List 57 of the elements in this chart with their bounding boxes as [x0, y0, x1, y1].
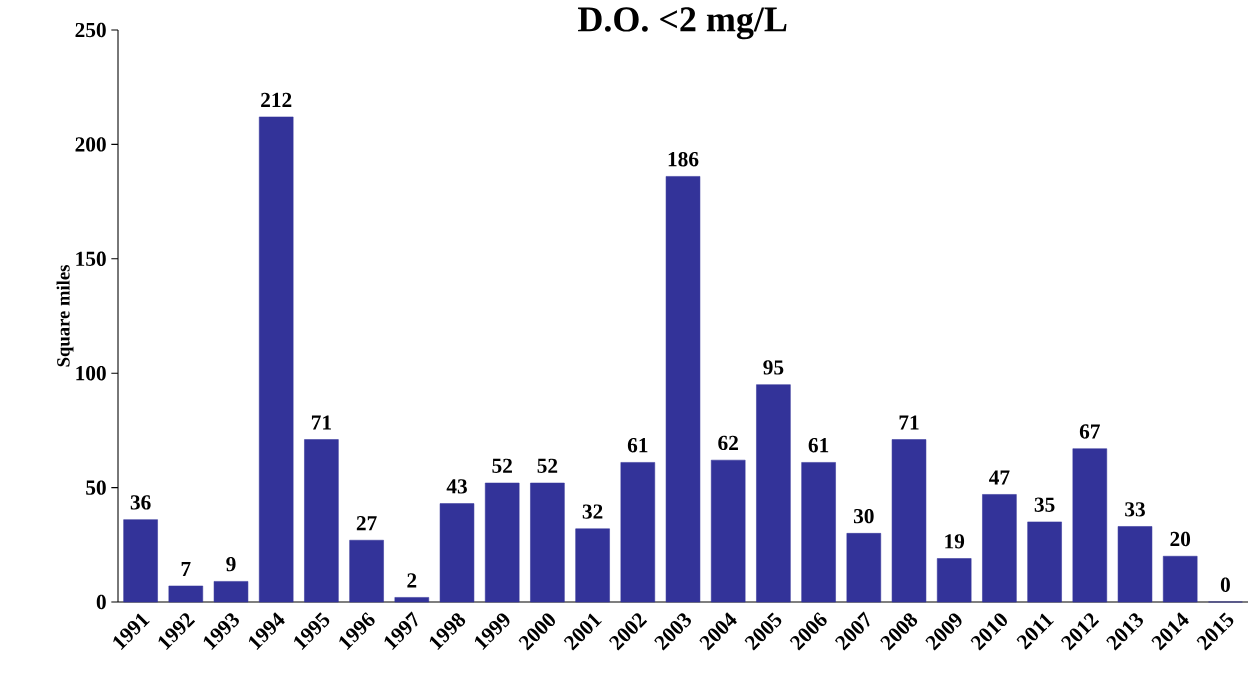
bar	[258, 116, 294, 603]
bar	[1027, 521, 1062, 603]
bar	[620, 462, 656, 603]
y-tick-label: 100	[76, 366, 106, 381]
data-label: 0	[1220, 577, 1230, 592]
data-label: 2	[407, 573, 417, 588]
y-tick-label: 150	[76, 251, 106, 266]
data-label: 95	[763, 360, 784, 375]
y-axis-title: Square miles	[56, 265, 74, 367]
bar	[710, 459, 746, 603]
y-tick-label: 250	[75, 22, 106, 38]
data-label: 27	[356, 516, 377, 531]
bar	[575, 528, 610, 603]
bar	[394, 597, 430, 603]
bar	[1072, 448, 1108, 603]
bar	[530, 482, 565, 603]
data-label: 9	[226, 557, 236, 572]
bar	[213, 581, 249, 603]
data-label: 61	[627, 438, 648, 453]
bar	[168, 585, 204, 603]
bar	[936, 558, 972, 603]
bar	[891, 439, 927, 603]
data-label: 52	[537, 458, 558, 473]
y-tick-label: 200	[75, 137, 106, 152]
data-label: 67	[1079, 424, 1100, 439]
data-label: 35	[1034, 497, 1055, 512]
bar	[439, 503, 475, 603]
data-label: 43	[446, 479, 467, 494]
bar	[756, 384, 791, 603]
bar	[665, 176, 701, 603]
bar	[123, 519, 158, 603]
bar	[801, 462, 836, 603]
bar	[1117, 526, 1153, 603]
y-tick-label: 0	[96, 594, 106, 610]
data-label: 32	[582, 504, 603, 519]
chart-title: D.O. <2 mg/L	[578, 7, 787, 40]
bar	[982, 494, 1017, 603]
bar	[349, 539, 384, 603]
data-label: 52	[492, 458, 512, 473]
data-label: 33	[1125, 502, 1145, 517]
data-label: 30	[853, 508, 874, 524]
data-label: 7	[181, 561, 191, 576]
data-label: 71	[311, 415, 331, 430]
data-label: 19	[945, 534, 965, 549]
bar	[846, 533, 882, 603]
y-tick-label: 50	[86, 480, 106, 495]
data-label: 20	[1170, 531, 1191, 547]
bar	[484, 482, 520, 603]
bar	[304, 439, 339, 603]
data-label: 61	[808, 438, 829, 453]
data-label: 186	[668, 152, 699, 167]
data-label: 212	[261, 92, 292, 107]
data-label: 62	[718, 435, 738, 451]
data-label: 36	[130, 495, 151, 510]
bar	[1162, 555, 1198, 603]
data-label: 47	[989, 470, 1010, 485]
data-label: 71	[899, 415, 919, 430]
